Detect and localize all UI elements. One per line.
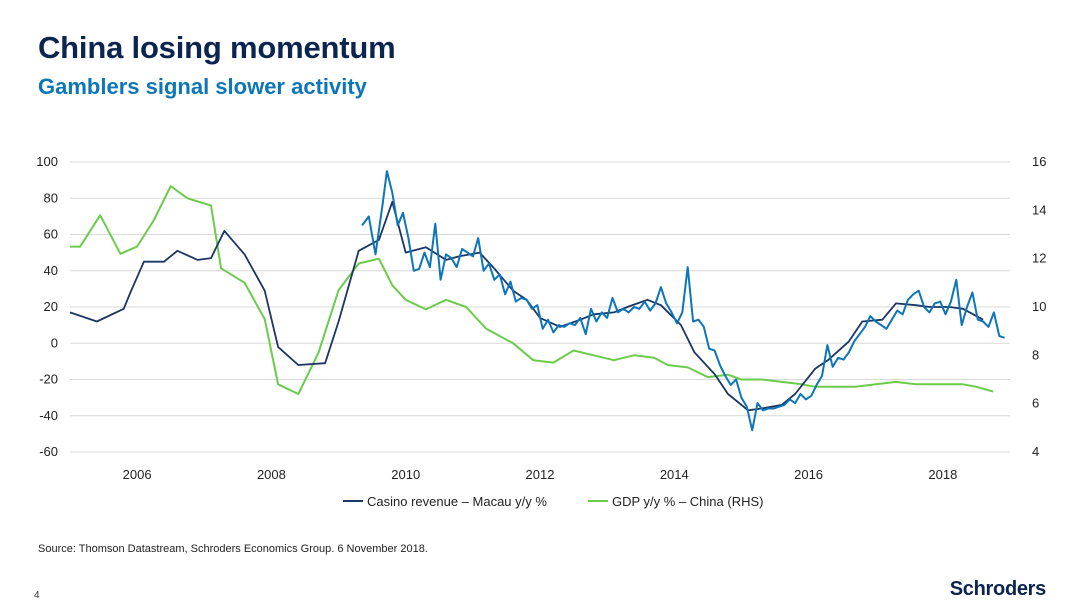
left-tick-label: 0 [51,335,58,350]
right-tick-label: 12 [1032,251,1046,266]
x-tick-label: 2010 [391,467,420,482]
brand-logo: Schroders [949,578,1047,600]
left-tick-label: -40 [39,408,58,423]
x-tick-label: 2016 [794,467,823,482]
source-note: Source: Thomson Datastream, Schroders Ec… [38,543,428,555]
casino-monthly-line [361,170,1005,432]
right-tick-label: 4 [1032,444,1039,459]
legend: Casino revenue – Macau y/y % GDP y/y % – … [343,494,763,509]
x-tick-label: 2008 [257,467,286,482]
chart-subtitle: Gamblers signal slower activity [38,74,367,99]
right-axis-ticks: 4 6 8 10 12 14 16 [1032,154,1046,459]
left-tick-label: -60 [39,444,58,459]
legend-label: Casino revenue – Macau y/y % [367,494,547,509]
x-tick-label: 2012 [526,467,555,482]
left-axis-ticks: -60 -40 -20 0 20 40 60 80 100 [36,154,58,459]
x-tick-label: 2006 [123,467,152,482]
left-tick-label: 40 [44,263,58,278]
gdp-line [70,185,994,395]
x-tick-label: 2018 [928,467,957,482]
x-axis-ticks: 2006 2008 2010 2012 2014 2016 2018 [123,467,958,482]
left-tick-label: -20 [39,372,58,387]
series-lines [69,170,1005,432]
left-tick-label: 20 [44,299,58,314]
right-tick-label: 10 [1032,299,1046,314]
right-tick-label: 8 [1032,347,1039,362]
left-tick-label: 60 [44,227,58,242]
right-tick-label: 16 [1032,154,1046,169]
right-tick-label: 14 [1032,202,1046,217]
right-tick-label: 6 [1032,396,1039,411]
x-tick-label: 2014 [660,467,689,482]
page-number: 4 [34,590,40,601]
legend-label: GDP y/y % – China (RHS) [612,494,763,509]
chart-title: China losing momentum [38,30,396,65]
left-tick-label: 100 [36,154,58,169]
left-tick-label: 80 [44,190,58,205]
